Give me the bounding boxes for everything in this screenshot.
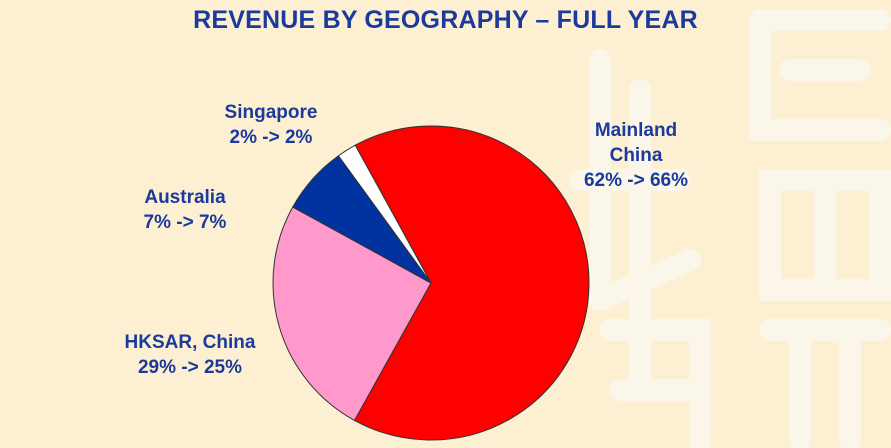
slice-label-hksar-china: HKSAR, China 29% -> 25% <box>100 330 280 380</box>
chart-title: REVENUE BY GEOGRAPHY – FULL YEAR <box>193 6 698 34</box>
slice-label-singapore: Singapore 2% -> 2% <box>196 100 346 150</box>
pie-slice-hksar-china <box>272 206 432 422</box>
slice-label-line: China <box>609 145 663 166</box>
slice-value-text: 2% -> 2% <box>229 127 313 148</box>
slice-label-australia: Australia 7% -> 7% <box>110 185 260 235</box>
slice-value-text: 29% -> 25% <box>137 357 243 378</box>
slice-label-line: Australia <box>144 187 226 208</box>
slice-label-mainland-china: Mainland China 62% -> 66% <box>556 118 716 193</box>
slice-label-line: HKSAR, China <box>124 332 256 353</box>
slice-value-text: 7% -> 7% <box>143 212 227 233</box>
slice-label-line: Mainland <box>594 120 678 141</box>
slice-label-line: Singapore <box>224 102 318 123</box>
pie-slice-singapore <box>337 144 432 284</box>
pie-slice-mainland-china <box>353 125 590 441</box>
slice-value-text: 62% -> 66% <box>583 170 689 191</box>
